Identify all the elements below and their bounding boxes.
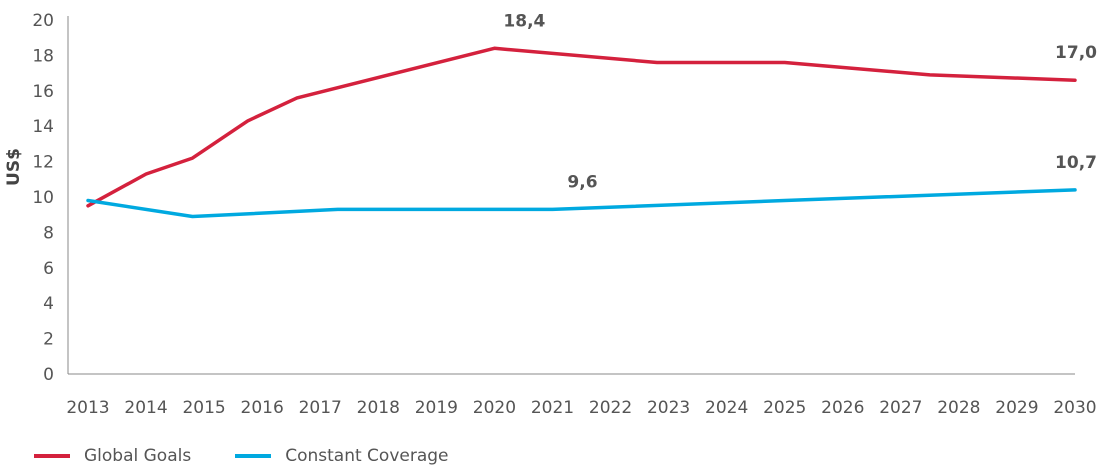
y-tick-label: 18: [32, 46, 54, 66]
x-tick-label: 2016: [241, 398, 284, 418]
legend: Global Goals Constant Coverage: [34, 446, 449, 466]
x-tick-label: 2019: [415, 398, 458, 418]
y-tick-label: 2: [43, 330, 54, 350]
legend-swatch-constant-coverage: [235, 454, 272, 458]
legend-item-constant-coverage: Constant Coverage: [235, 446, 449, 466]
x-tick-label: 2026: [821, 398, 864, 418]
data-label: 10,7: [1055, 153, 1097, 173]
x-tick-label: 2024: [705, 398, 748, 418]
x-tick-label: 2025: [763, 398, 806, 418]
y-tick-label: 6: [43, 259, 54, 279]
y-axis-label: US$: [4, 148, 24, 186]
x-ticks: 2013 2014 2015 2016 2017 2018 2019 2020 2021 2022…: [66, 398, 1096, 418]
x-tick-label: 2021: [531, 398, 574, 418]
data-labels: 18,4 17,0 9,6 10,7: [503, 11, 1097, 192]
y-tick-label: 12: [32, 153, 54, 173]
x-tick-label: 2015: [182, 398, 225, 418]
y-ticks: 0 2 4 6 8 10 12 14 16 18 20: [32, 11, 54, 385]
y-tick-label: 20: [32, 11, 54, 31]
x-tick-label: 2018: [357, 398, 400, 418]
data-label: 18,4: [503, 11, 545, 31]
x-tick-label: 2023: [647, 398, 690, 418]
x-tick-label: 2027: [879, 398, 922, 418]
axes: [67, 16, 1075, 375]
legend-swatch-global-goals: [34, 454, 70, 458]
x-tick-label: 2030: [1053, 398, 1096, 418]
x-tick-label: 2022: [589, 398, 632, 418]
x-tick-label: 2017: [299, 398, 342, 418]
x-tick-label: 2029: [995, 398, 1038, 418]
data-label: 17,0: [1055, 43, 1097, 63]
data-label: 9,6: [567, 172, 597, 192]
series-lines: [86, 46, 1077, 219]
series-line-0: [86, 46, 1077, 208]
y-tick-label: 14: [32, 117, 54, 137]
y-tick-label: 10: [32, 188, 54, 208]
legend-label-constant-coverage: Constant Coverage: [285, 446, 449, 466]
x-tick-label: 2020: [473, 398, 516, 418]
x-tick-label: 2028: [937, 398, 980, 418]
series-line-1: [86, 188, 1077, 219]
legend-item-global-goals: Global Goals: [34, 446, 191, 466]
legend-label-global-goals: Global Goals: [84, 446, 192, 466]
x-tick-label: 2013: [66, 398, 109, 418]
y-tick-label: 4: [43, 294, 54, 314]
x-tick-label: 2014: [124, 398, 167, 418]
y-tick-label: 8: [43, 223, 54, 243]
y-tick-label: 16: [32, 82, 54, 102]
y-tick-label: 0: [43, 365, 54, 385]
